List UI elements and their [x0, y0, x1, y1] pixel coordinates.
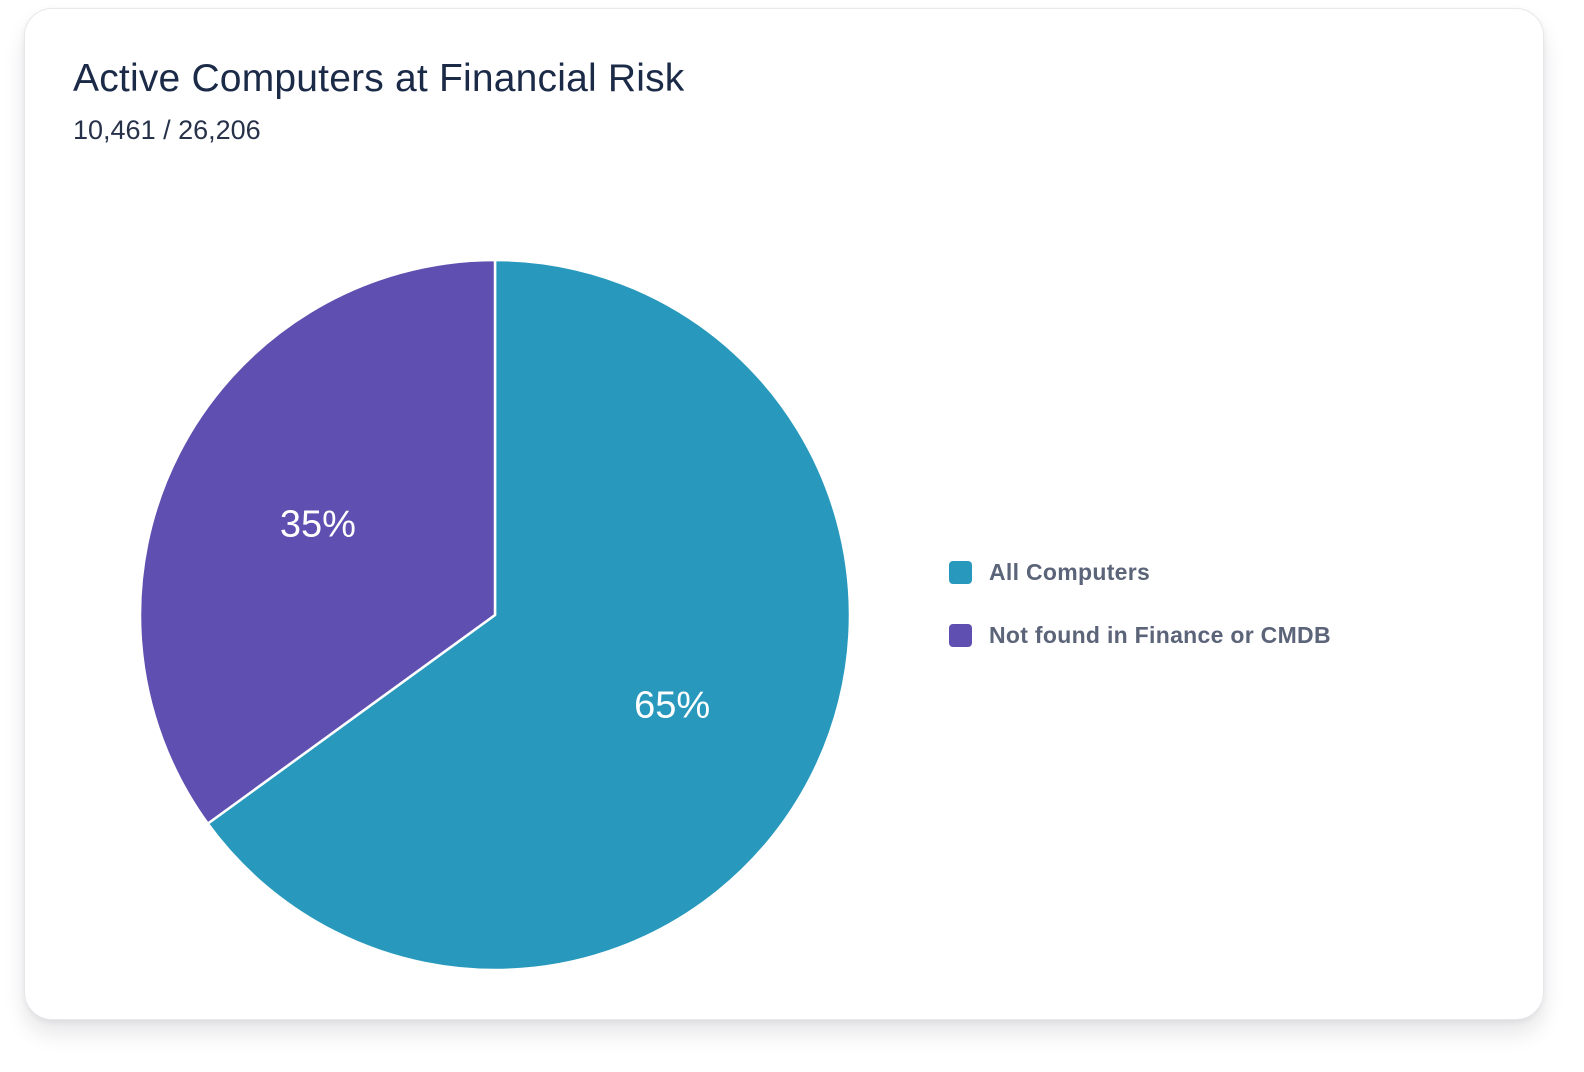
legend-label-all-computers: All Computers — [989, 558, 1151, 585]
pie-slice-all-computers[interactable] — [206, 258, 852, 972]
legend-item-not-found[interactable]: Not found in Finance or CMDB — [949, 620, 1331, 650]
legend-label-not-found: Not found in Finance or CMDB — [989, 621, 1331, 648]
legend-item-all-computers[interactable]: All Computers — [949, 557, 1331, 587]
pie-slice-not-found-in-finance-or-cmdb[interactable] — [138, 258, 497, 825]
legend-swatch-all-computers — [949, 560, 972, 584]
pie-slice-label: 65% — [634, 684, 710, 726]
pie-slice-label: 35% — [280, 504, 356, 546]
chart-title: Active Computers at Financial Risk — [73, 57, 685, 100]
chart-subtitle: 10,461 / 26,206 — [73, 115, 261, 145]
legend-swatch-not-found — [949, 623, 972, 647]
pie-chart: 65% 35% — [138, 258, 852, 972]
chart-legend: All Computers Not found in Finance or CM… — [949, 557, 1331, 683]
chart-card: Active Computers at Financial Risk 10,46… — [24, 8, 1544, 1020]
